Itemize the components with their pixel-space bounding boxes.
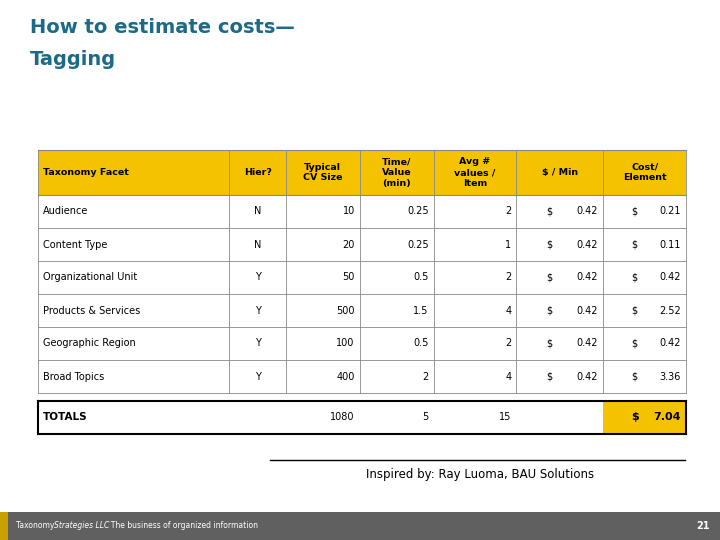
- Text: 0.42: 0.42: [577, 240, 598, 249]
- Text: 500: 500: [336, 306, 355, 315]
- Text: 3.36: 3.36: [660, 372, 681, 381]
- Text: 4: 4: [505, 306, 511, 315]
- Text: 0.42: 0.42: [660, 339, 681, 348]
- Bar: [38, 195, 686, 228]
- Text: Content Type: Content Type: [43, 240, 107, 249]
- Text: Products & Services: Products & Services: [43, 306, 140, 315]
- Text: $: $: [546, 372, 552, 381]
- Bar: [38, 401, 686, 434]
- Bar: [38, 150, 686, 195]
- Bar: [38, 360, 686, 393]
- Text: How to estimate costs—: How to estimate costs—: [30, 18, 294, 37]
- Text: $: $: [631, 413, 639, 422]
- Text: 0.11: 0.11: [660, 240, 681, 249]
- Text: Y: Y: [255, 339, 261, 348]
- Text: Hier?: Hier?: [243, 168, 271, 177]
- Text: $: $: [631, 339, 638, 348]
- Text: Inspired by: Ray Luoma, BAU Solutions: Inspired by: Ray Luoma, BAU Solutions: [366, 468, 594, 481]
- Text: 0.42: 0.42: [577, 339, 598, 348]
- Bar: [38, 327, 686, 360]
- Text: $: $: [631, 306, 638, 315]
- Text: $: $: [546, 273, 552, 282]
- Text: 1080: 1080: [330, 413, 355, 422]
- Text: Y: Y: [255, 372, 261, 381]
- Bar: [603, 401, 686, 434]
- Bar: [38, 228, 686, 261]
- Text: 2: 2: [505, 339, 511, 348]
- Text: TOTALS: TOTALS: [43, 413, 88, 422]
- Text: Avg #
values /
Item: Avg # values / Item: [454, 157, 496, 188]
- Text: $: $: [546, 339, 552, 348]
- Text: 21: 21: [696, 521, 710, 531]
- Text: 5: 5: [423, 413, 428, 422]
- Text: $: $: [631, 240, 638, 249]
- Text: $: $: [631, 372, 638, 381]
- Text: 400: 400: [336, 372, 355, 381]
- Text: Tagging: Tagging: [30, 50, 116, 69]
- Text: $: $: [546, 306, 552, 315]
- Text: 0.42: 0.42: [577, 306, 598, 315]
- Text: 0.42: 0.42: [660, 273, 681, 282]
- Text: N: N: [254, 206, 261, 217]
- Bar: [38, 261, 686, 294]
- Text: Cost/
Element: Cost/ Element: [623, 163, 667, 183]
- Text: Typical
CV Size: Typical CV Size: [303, 163, 343, 183]
- Text: Y: Y: [255, 273, 261, 282]
- Text: 1.5: 1.5: [413, 306, 428, 315]
- Text: 4: 4: [505, 372, 511, 381]
- Bar: [38, 294, 686, 327]
- Text: Taxonomy Facet: Taxonomy Facet: [43, 168, 129, 177]
- Text: $ / Min: $ / Min: [542, 168, 578, 177]
- Text: The business of organized information: The business of organized information: [106, 522, 258, 530]
- Text: 0.25: 0.25: [407, 240, 428, 249]
- Text: Geographic Region: Geographic Region: [43, 339, 136, 348]
- Text: 0.5: 0.5: [413, 339, 428, 348]
- Text: Y: Y: [255, 306, 261, 315]
- Bar: [0, 512, 720, 540]
- Text: Organizational Unit: Organizational Unit: [43, 273, 138, 282]
- Text: 1: 1: [505, 240, 511, 249]
- Text: 0.42: 0.42: [577, 372, 598, 381]
- Text: Time/
Value
(min): Time/ Value (min): [382, 157, 412, 188]
- Text: N: N: [254, 240, 261, 249]
- Text: 20: 20: [343, 240, 355, 249]
- Text: Strategies LLC: Strategies LLC: [54, 522, 109, 530]
- Text: Broad Topics: Broad Topics: [43, 372, 104, 381]
- Text: 2: 2: [505, 206, 511, 217]
- Text: 0.42: 0.42: [577, 273, 598, 282]
- Text: 50: 50: [343, 273, 355, 282]
- Text: 10: 10: [343, 206, 355, 217]
- Text: 2: 2: [423, 372, 428, 381]
- Text: $: $: [546, 206, 552, 217]
- Text: 2: 2: [505, 273, 511, 282]
- Text: 0.25: 0.25: [407, 206, 428, 217]
- Text: 15: 15: [499, 413, 511, 422]
- Text: Audience: Audience: [43, 206, 89, 217]
- Text: $: $: [546, 240, 552, 249]
- Text: 7.04: 7.04: [654, 413, 681, 422]
- Text: 0.5: 0.5: [413, 273, 428, 282]
- Text: Taxonomy: Taxonomy: [16, 522, 57, 530]
- Text: $: $: [631, 206, 638, 217]
- Text: 100: 100: [336, 339, 355, 348]
- Text: $: $: [631, 273, 638, 282]
- Text: 0.21: 0.21: [660, 206, 681, 217]
- Bar: [0, 512, 8, 540]
- Text: 2.52: 2.52: [660, 306, 681, 315]
- Text: 0.42: 0.42: [577, 206, 598, 217]
